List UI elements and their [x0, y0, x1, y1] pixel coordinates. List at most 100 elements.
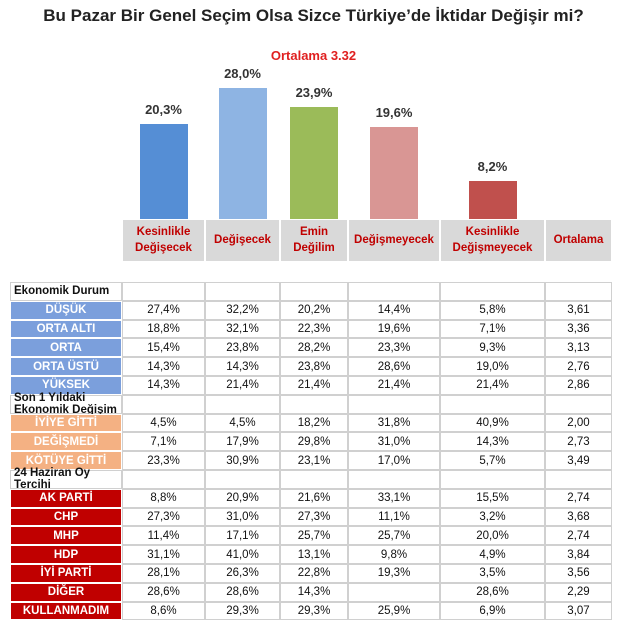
row-label: DÜŞÜK — [10, 300, 122, 320]
table-cell: 20,2% — [280, 300, 348, 320]
row-label: KULLANMADIM — [10, 601, 122, 621]
row-label: KÖTÜYE GİTTİ — [10, 451, 122, 470]
table-cell: 2,74 — [545, 488, 612, 508]
table-cell: 14,3% — [440, 432, 545, 452]
table-cell: 32,2% — [205, 300, 280, 320]
table-cell: 5,8% — [440, 300, 545, 320]
table-cell: 11,1% — [348, 507, 440, 527]
table-cell: 28,6% — [440, 582, 545, 602]
row-label: DEĞİŞMEDİ — [10, 432, 122, 452]
row-label: MHP — [10, 526, 122, 546]
table-cell: 3,5% — [440, 564, 545, 583]
table-cell: 15,5% — [440, 488, 545, 508]
table-cell: 23,1% — [280, 451, 348, 470]
table-cell: 2,86 — [545, 376, 612, 395]
cell — [348, 394, 440, 414]
table-cell: 7,1% — [440, 319, 545, 339]
row-label: YÜKSEK — [10, 376, 122, 395]
table-cell: 40,9% — [440, 413, 545, 433]
table-cell: 31,0% — [348, 432, 440, 452]
cell — [440, 394, 545, 414]
table-cell: 29,8% — [280, 432, 348, 452]
table-cell: 2,00 — [545, 413, 612, 433]
table-cell: 31,1% — [122, 545, 205, 564]
table-cell: 22,3% — [280, 319, 348, 339]
table-cell: 21,4% — [348, 376, 440, 395]
table-cell: 8,8% — [122, 488, 205, 508]
bar — [139, 123, 188, 219]
table-cell: 9,3% — [440, 338, 545, 358]
bar — [290, 107, 338, 219]
table-cell: 14,4% — [348, 300, 440, 320]
table-cell: 17,1% — [205, 526, 280, 546]
table-cell: 22,8% — [280, 564, 348, 583]
table-cell: 7,1% — [122, 432, 205, 452]
table-cell: 3,56 — [545, 564, 612, 583]
cell — [280, 394, 348, 414]
cell — [545, 394, 612, 414]
cell — [280, 282, 348, 301]
table-cell: 33,1% — [348, 488, 440, 508]
table-cell: 14,3% — [205, 357, 280, 376]
table-cell: 23,3% — [122, 451, 205, 470]
x-category-label: Değişecek — [205, 219, 280, 262]
table-cell: 20,0% — [440, 526, 545, 546]
table-cell: 25,7% — [348, 526, 440, 546]
table-cell: 41,0% — [205, 545, 280, 564]
section-title: 24 Haziran Oy Tercihi — [10, 467, 122, 491]
row-label: İYİ PARTİ — [10, 564, 122, 583]
row-label: AK PARTİ — [10, 488, 122, 508]
bar — [218, 87, 267, 219]
table-cell: 27,4% — [122, 300, 205, 320]
chart-title: Bu Pazar Bir Genel Seçim Olsa Sizce Türk… — [43, 6, 584, 25]
value-label: 23,9% — [295, 85, 333, 101]
cell — [205, 470, 280, 489]
table-cell: 31,8% — [348, 413, 440, 433]
table-cell: 21,4% — [205, 376, 280, 395]
table-cell: 21,4% — [440, 376, 545, 395]
table-cell: 14,3% — [122, 376, 205, 395]
chart-subtitle: Ortalama 3.32 — [270, 48, 357, 63]
table-cell: 15,4% — [122, 338, 205, 358]
row-label: CHP — [10, 507, 122, 527]
value-label: 28,0% — [224, 65, 261, 81]
table-cell: 5,7% — [440, 451, 545, 470]
column-header: Ortalama — [545, 219, 612, 262]
table-cell: 14,3% — [122, 357, 205, 376]
row-label: DİĞER — [10, 582, 122, 602]
row-label: ORTA ALTI — [10, 319, 122, 339]
table-cell — [348, 582, 440, 602]
table-cell: 23,8% — [205, 338, 280, 358]
table-cell: 4,5% — [205, 413, 280, 433]
table-cell: 28,1% — [122, 564, 205, 583]
table-cell: 27,3% — [280, 507, 348, 527]
table-cell: 28,6% — [205, 582, 280, 602]
table-cell: 20,9% — [205, 488, 280, 508]
table-cell: 23,3% — [348, 338, 440, 358]
table-cell: 30,9% — [205, 451, 280, 470]
table-cell: 17,9% — [205, 432, 280, 452]
table-cell: 4,5% — [122, 413, 205, 433]
table-cell: 3,07 — [545, 601, 612, 621]
table-cell: 2,29 — [545, 582, 612, 602]
table-cell: 19,3% — [348, 564, 440, 583]
x-category-label: Değişmeyecek — [348, 219, 440, 262]
value-label: 8,2% — [477, 158, 508, 174]
cell — [205, 394, 280, 414]
table-cell: 3,68 — [545, 507, 612, 527]
cell — [348, 282, 440, 301]
section-title: Son 1 Yıldaki Ekonomik Değişim — [10, 392, 122, 416]
table-cell: 18,2% — [280, 413, 348, 433]
table-cell: 28,6% — [348, 357, 440, 376]
table-cell: 13,1% — [280, 545, 348, 564]
table-cell: 3,2% — [440, 507, 545, 527]
table-cell: 31,0% — [205, 507, 280, 527]
table-cell: 19,0% — [440, 357, 545, 376]
table-cell: 21,4% — [280, 376, 348, 395]
table-cell: 3,49 — [545, 451, 612, 470]
table-cell: 19,6% — [348, 319, 440, 339]
cell — [122, 470, 205, 489]
table-cell: 14,3% — [280, 582, 348, 602]
table-cell: 25,9% — [348, 601, 440, 621]
table-cell: 3,13 — [545, 338, 612, 358]
